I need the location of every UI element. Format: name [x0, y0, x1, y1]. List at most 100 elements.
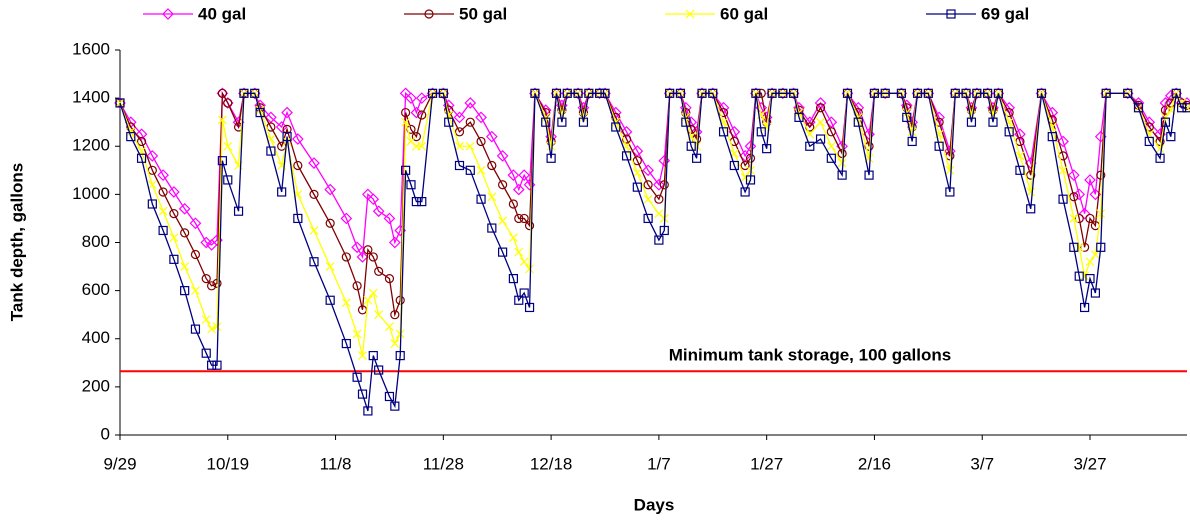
marker [168, 186, 180, 198]
x-tick-label: 11/8 [320, 454, 352, 473]
marker [864, 141, 874, 151]
marker [162, 8, 174, 20]
marker [487, 223, 497, 233]
marker [907, 136, 917, 147]
marker [341, 338, 351, 349]
marker [368, 288, 378, 298]
marker [1123, 88, 1133, 98]
y-tick-label: 0 [101, 424, 110, 443]
marker [896, 88, 906, 98]
marker [115, 98, 125, 108]
marker [518, 169, 531, 181]
marker [837, 158, 847, 168]
marker [853, 117, 863, 127]
marker [945, 187, 955, 197]
marker [358, 351, 367, 361]
marker [282, 124, 292, 135]
marker [367, 193, 380, 206]
marker [1036, 88, 1047, 98]
marker [1159, 97, 1172, 109]
x-axis-title: Days [634, 495, 675, 514]
marker [158, 225, 168, 236]
marker [374, 266, 384, 276]
marker [453, 111, 466, 124]
marker [1074, 271, 1084, 281]
marker [643, 213, 653, 224]
marker [340, 212, 353, 225]
marker [1133, 103, 1144, 113]
marker [363, 245, 373, 255]
marker [805, 129, 815, 139]
marker [632, 182, 642, 192]
marker [207, 324, 217, 334]
marker [1080, 302, 1090, 313]
marker [508, 273, 518, 284]
marker [223, 98, 233, 108]
marker [681, 112, 691, 122]
marker [498, 247, 508, 257]
marker [1069, 214, 1079, 223]
marker [158, 187, 168, 197]
marker [826, 127, 836, 137]
marker [201, 348, 211, 358]
marker [438, 88, 448, 98]
marker [455, 141, 464, 151]
marker [158, 206, 168, 216]
marker [1096, 170, 1106, 180]
marker [1069, 192, 1079, 202]
y-tick-label: 1200 [72, 136, 110, 155]
marker [190, 324, 201, 334]
marker [692, 153, 702, 163]
marker [308, 157, 320, 169]
marker [794, 112, 804, 122]
marker [498, 216, 508, 226]
marker [352, 372, 362, 382]
x-tick-label: 11/28 [423, 454, 464, 473]
marker [147, 199, 157, 209]
marker [923, 88, 933, 98]
marker [498, 180, 508, 190]
marker [600, 88, 610, 98]
marker [1074, 242, 1084, 252]
marker [507, 169, 520, 181]
marker [751, 88, 761, 98]
marker [643, 194, 653, 204]
marker [1160, 117, 1171, 127]
marker [681, 117, 691, 127]
marker [363, 406, 373, 416]
marker [406, 180, 416, 190]
marker [778, 88, 788, 98]
marker [401, 117, 411, 127]
marker [200, 236, 213, 249]
marker [514, 213, 524, 224]
y-tick-label: 1400 [72, 88, 110, 107]
marker [1171, 88, 1181, 98]
reference-line-label: Minimum tank storage, 100 gallons [669, 346, 951, 365]
marker [255, 107, 265, 118]
marker [767, 88, 777, 98]
marker [356, 251, 369, 263]
marker [643, 180, 653, 190]
marker [395, 295, 405, 305]
marker [1080, 242, 1090, 252]
marker [756, 127, 766, 137]
x-tick-label: 10/19 [207, 454, 250, 473]
marker [665, 88, 675, 98]
marker [524, 221, 535, 231]
marker [825, 116, 838, 129]
marker [309, 189, 319, 199]
marker [405, 92, 417, 104]
marker [654, 194, 664, 204]
marker [265, 111, 277, 124]
marker [642, 164, 654, 177]
marker [180, 286, 190, 296]
legend-label: 60 gal [720, 4, 768, 23]
marker [519, 213, 529, 224]
marker [465, 141, 475, 151]
marker [762, 144, 772, 154]
x-tick-label: 3/27 [1073, 454, 1106, 473]
marker [169, 254, 179, 264]
y-tick-label: 600 [82, 280, 110, 299]
marker [1026, 204, 1036, 214]
